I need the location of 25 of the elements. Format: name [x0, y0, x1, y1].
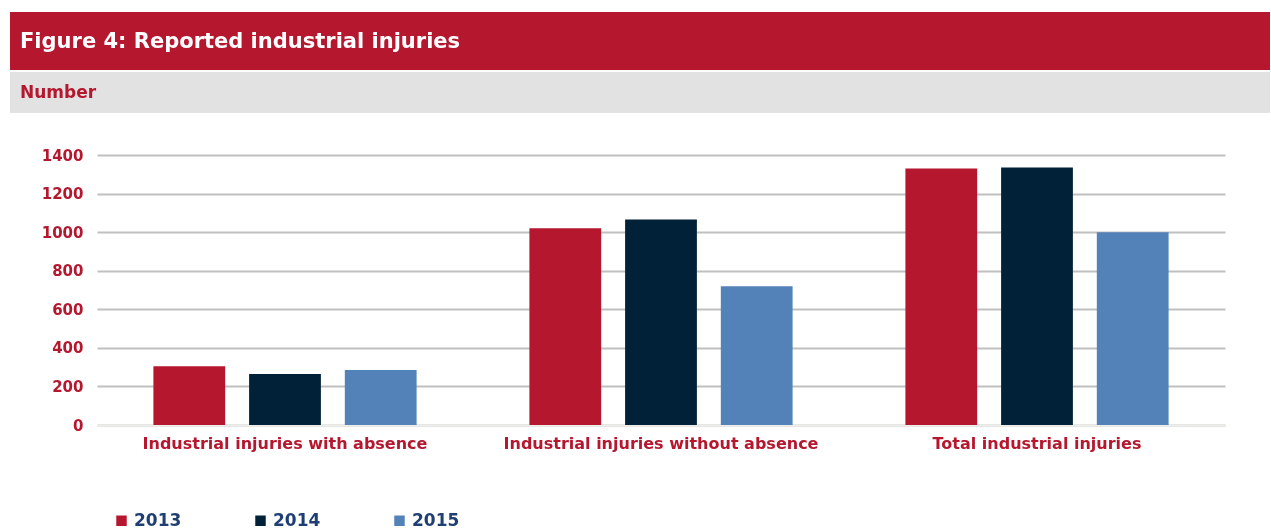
legend-label: 2013 [134, 509, 182, 530]
bar [625, 219, 697, 425]
x-tick-label: Industrial injuries without absence [503, 433, 819, 453]
bar [344, 370, 417, 425]
bar [249, 373, 321, 425]
bar [720, 286, 793, 425]
y-tick-label: 0 [73, 416, 84, 435]
y-tick-label: 400 [52, 339, 84, 358]
y-tick-label: 200 [52, 377, 84, 396]
bar [1096, 232, 1169, 425]
legend-label: 2015 [412, 509, 460, 530]
bar [1001, 167, 1073, 425]
y-tick-label: 1000 [41, 223, 84, 242]
x-tick-label: Total industrial injuries [932, 433, 1142, 453]
chart-title: Figure 4: Reported industrial injuries [10, 12, 1270, 70]
x-tick-label: Industrial injuries with absence [142, 433, 428, 453]
y-tick-label: 1200 [41, 185, 84, 204]
y-tick-label: 1400 [41, 146, 84, 165]
legend-label: 2014 [273, 509, 321, 530]
bar [905, 168, 978, 425]
y-tick-label: 800 [52, 262, 84, 281]
chart-subtitle: Number [10, 72, 1270, 113]
y-tick-label: 600 [52, 300, 84, 319]
bar [153, 366, 226, 425]
bar [529, 228, 602, 425]
